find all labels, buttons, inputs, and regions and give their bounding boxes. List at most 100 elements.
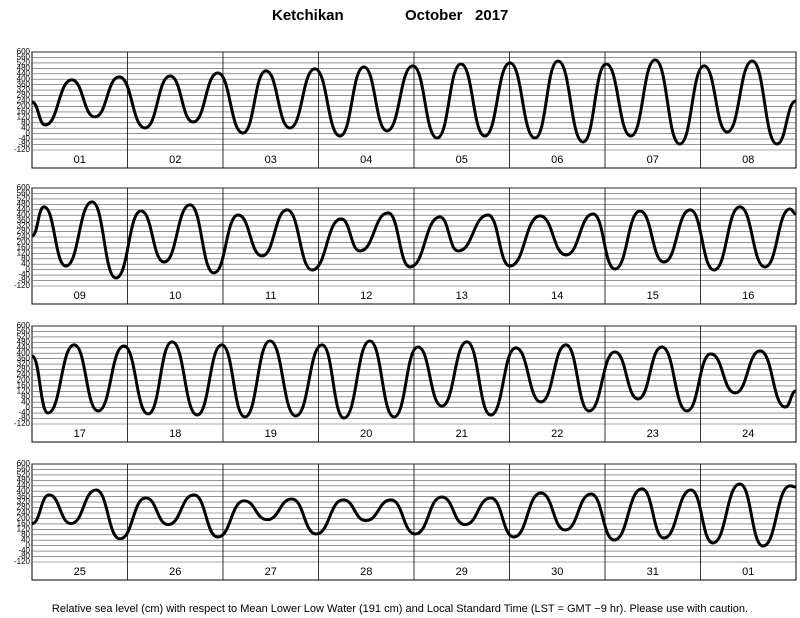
y-tick-label: 120 — [17, 386, 31, 395]
y-tick-label: 280 — [17, 91, 31, 100]
y-tick-label: 520 — [17, 58, 31, 67]
y-tick-label: 40 — [21, 259, 30, 268]
footnote: Relative sea level (cm) with respect to … — [52, 603, 748, 615]
x-tick-label: 14 — [551, 290, 563, 302]
y-tick-label: 120 — [17, 248, 31, 257]
y-tick-label: 120 — [17, 524, 31, 533]
y-tick-label: 200 — [17, 238, 31, 247]
y-tick-label: 80 — [21, 118, 30, 127]
y-tick-label: 160 — [17, 243, 31, 252]
y-tick-label: 360 — [17, 216, 31, 225]
y-tick-label: 40 — [21, 535, 30, 544]
y-tick-label: 400 — [17, 348, 31, 357]
x-tick-label: 01 — [74, 154, 86, 166]
chart-date: October 2017 — [405, 7, 508, 24]
x-tick-label: 25 — [74, 566, 86, 578]
y-tick-label: 40 — [21, 397, 30, 406]
x-tick-label: 18 — [169, 428, 181, 440]
y-tick-label: 440 — [17, 205, 31, 214]
y-tick-label: -80 — [18, 276, 30, 285]
y-tick-label: 520 — [17, 470, 31, 479]
x-tick-label: 07 — [647, 154, 659, 166]
x-tick-label: 15 — [647, 290, 659, 302]
y-tick-label: -40 — [18, 408, 30, 417]
x-tick-label: 27 — [265, 566, 277, 578]
x-tick-label: 05 — [456, 154, 468, 166]
y-tick-label: 240 — [17, 370, 31, 379]
y-tick-label: 560 — [17, 465, 31, 474]
y-tick-label: 320 — [17, 359, 31, 368]
x-tick-label: 02 — [169, 154, 181, 166]
y-tick-label: 520 — [17, 332, 31, 341]
y-tick-label: 360 — [17, 80, 31, 89]
y-tick-label: -40 — [18, 134, 30, 143]
y-tick-label: 40 — [21, 123, 30, 132]
y-tick-label: 520 — [17, 194, 31, 203]
y-tick-label: -120 — [14, 557, 31, 566]
x-tick-label: 12 — [360, 290, 372, 302]
y-tick-label: 480 — [17, 63, 31, 72]
x-tick-label: 23 — [647, 428, 659, 440]
y-tick-label: 160 — [17, 107, 31, 116]
x-tick-label: 10 — [169, 290, 181, 302]
y-tick-label: 600 — [17, 321, 31, 330]
y-tick-label: 440 — [17, 481, 31, 490]
y-tick-label: 560 — [17, 327, 31, 336]
y-tick-label: 200 — [17, 376, 31, 385]
y-tick-label: -40 — [18, 270, 30, 279]
x-tick-label: 22 — [551, 428, 563, 440]
x-tick-label: 04 — [360, 154, 372, 166]
y-tick-label: 400 — [17, 210, 31, 219]
y-tick-label: 0 — [26, 541, 31, 550]
y-tick-label: 600 — [17, 459, 31, 468]
y-tick-label: 120 — [17, 112, 31, 121]
x-tick-label: 19 — [265, 428, 277, 440]
y-tick-label: 560 — [17, 189, 31, 198]
x-tick-label: 01 — [742, 566, 754, 578]
x-tick-label: 11 — [265, 290, 276, 302]
tide-line — [31, 58, 797, 146]
x-tick-label: 13 — [456, 290, 468, 302]
y-tick-label: 0 — [26, 403, 31, 412]
x-tick-label: 17 — [74, 428, 86, 440]
y-tick-label: -80 — [18, 552, 30, 561]
x-tick-label: 08 — [742, 154, 754, 166]
y-tick-label: -120 — [14, 419, 31, 428]
y-tick-label: 440 — [17, 69, 31, 78]
y-tick-label: 240 — [17, 96, 31, 105]
x-tick-label: 29 — [456, 566, 468, 578]
tide-line — [31, 200, 797, 280]
x-tick-label: 21 — [456, 428, 468, 440]
tide-line — [31, 482, 797, 548]
x-tick-label: 28 — [360, 566, 372, 578]
y-tick-label: 80 — [21, 392, 30, 401]
y-tick-label: 600 — [17, 47, 31, 56]
y-tick-label: 440 — [17, 343, 31, 352]
y-tick-label: -40 — [18, 546, 30, 555]
y-tick-label: 240 — [17, 508, 31, 517]
y-tick-label: 0 — [26, 129, 31, 138]
y-tick-label: 320 — [17, 221, 31, 230]
y-tick-label: 600 — [17, 183, 31, 192]
y-tick-label: -120 — [14, 281, 31, 290]
x-tick-label: 30 — [551, 566, 563, 578]
y-tick-label: 400 — [17, 486, 31, 495]
y-tick-label: 360 — [17, 354, 31, 363]
y-tick-label: 480 — [17, 199, 31, 208]
x-tick-label: 16 — [742, 290, 754, 302]
y-tick-label: 480 — [17, 475, 31, 484]
x-tick-label: 06 — [551, 154, 563, 166]
y-tick-label: -80 — [18, 140, 30, 149]
y-tick-label: 200 — [17, 514, 31, 523]
y-tick-label: -80 — [18, 414, 30, 423]
y-tick-label: -120 — [14, 145, 31, 154]
y-tick-label: 160 — [17, 381, 31, 390]
y-tick-label: 80 — [21, 254, 30, 263]
y-tick-label: 280 — [17, 503, 31, 512]
x-tick-label: 31 — [647, 566, 659, 578]
y-tick-label: 400 — [17, 74, 31, 83]
y-tick-label: 160 — [17, 519, 31, 528]
y-tick-label: 360 — [17, 492, 31, 501]
x-tick-label: 26 — [169, 566, 181, 578]
